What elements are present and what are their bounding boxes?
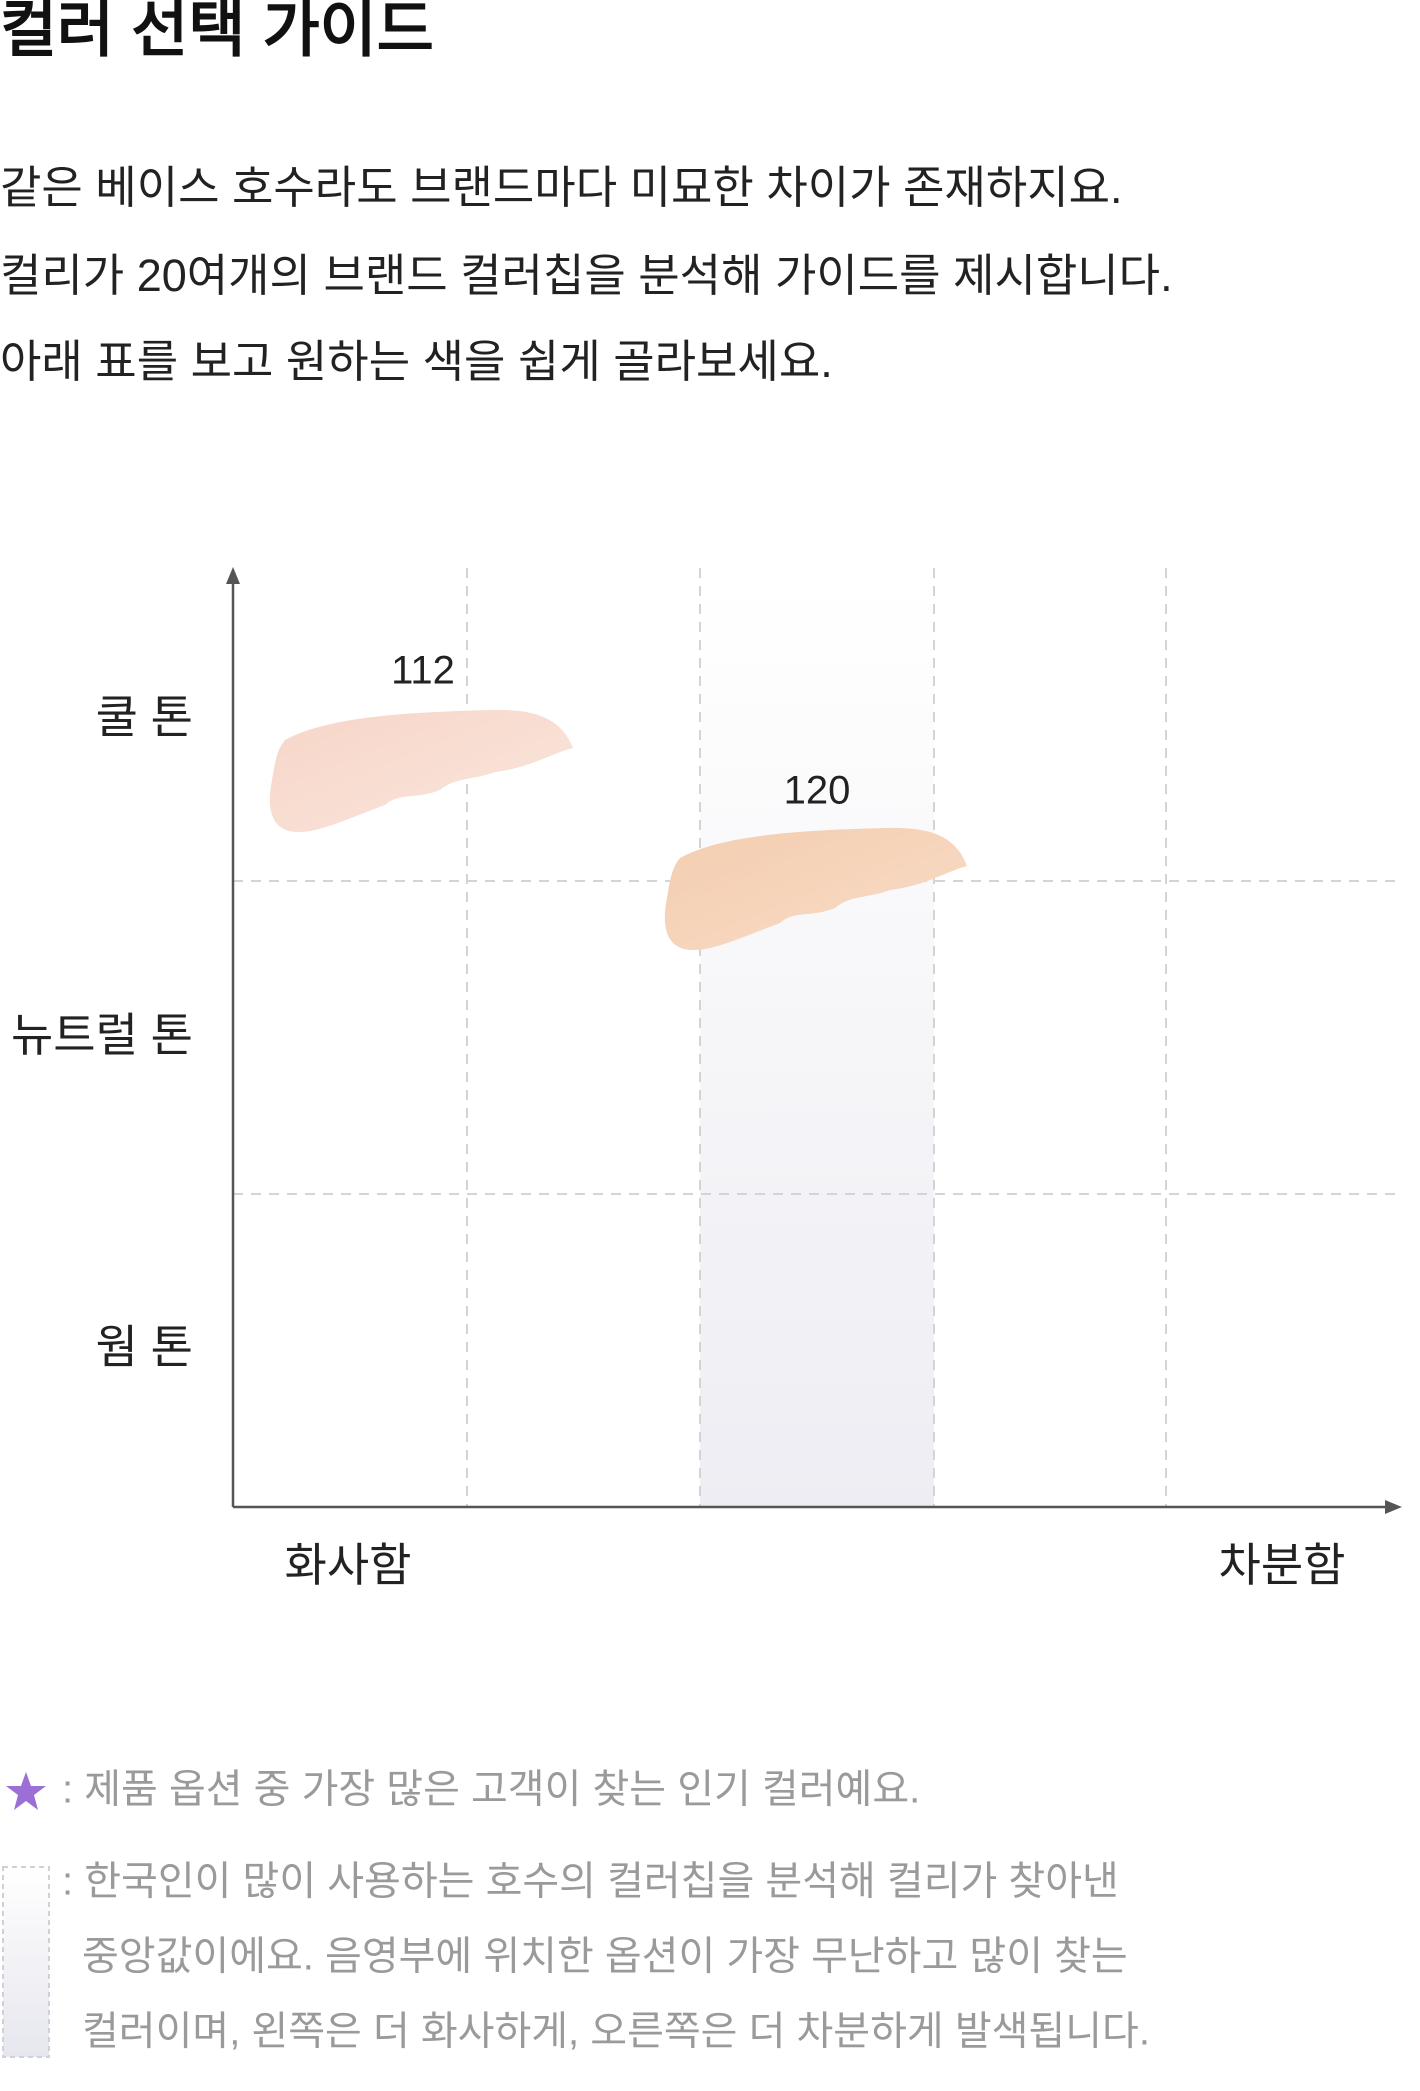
star-note: : 제품 옵션 중 가장 많은 고객이 찾는 인기 컬러예요. (62, 1768, 920, 1812)
y-label: 웜 톤 (96, 1321, 193, 1373)
x-label: 차분함 (1219, 1539, 1346, 1591)
star-icon (6, 1772, 46, 1810)
intro-line: 아래 표를 보고 원하는 색을 쉽게 골라보세요. (0, 336, 833, 387)
swatch (664, 827, 967, 951)
axis-arrow (1385, 1500, 1402, 1514)
swatch-label: 112 (391, 649, 455, 693)
box-note-line: 중앙값이에요. 음영부에 위치한 옵션이 가장 무난하고 많이 찾는 (82, 1935, 1128, 1979)
title: 컬러 선택 가이드 (0, 0, 434, 64)
intro-line: 컬리가 20여개의 브랜드 컬러칩을 분석해 가이드를 제시합니다. (0, 250, 1173, 301)
x-label: 화사함 (285, 1539, 412, 1591)
box-note-line: : 한국인이 많이 사용하는 호수의 컬러칩을 분석해 컬리가 찾아낸 (62, 1860, 1119, 1904)
axis-arrow (226, 567, 240, 584)
swatch-label: 120 (784, 769, 851, 813)
shade-icon (2, 1866, 50, 2058)
swatch (269, 709, 573, 833)
median-zone (700, 580, 934, 1507)
box-note-line: 컬러이며, 왼쪽은 더 화사하게, 오른쪽은 더 차분하게 발색됩니다. (82, 2010, 1150, 2054)
y-label: 쿨 톤 (96, 691, 193, 743)
intro-line: 같은 베이스 호수라도 브랜드마다 미묘한 차이가 존재하지요. (0, 162, 1123, 213)
y-label: 뉴트럴 톤 (11, 1009, 193, 1061)
